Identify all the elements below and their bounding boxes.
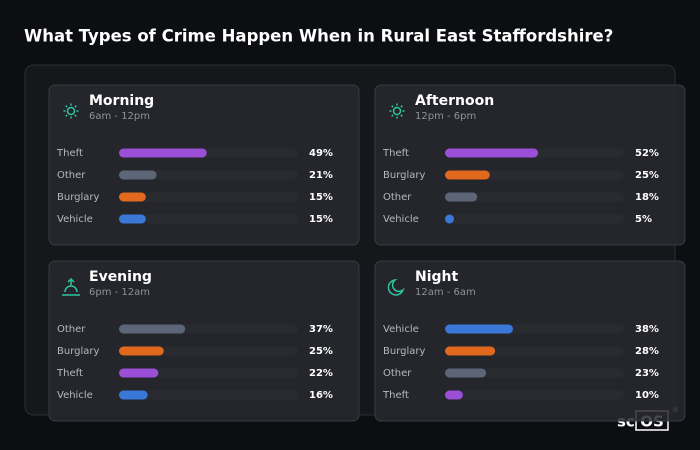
- category-label: Burglary: [383, 170, 425, 181]
- icon-sun: [392, 106, 402, 116]
- icon-ray: [65, 105, 68, 108]
- value-label: 5%: [635, 214, 652, 225]
- panel: Night 12am - 6am Vehicle 38% Burglary 28% Othe…: [374, 260, 686, 422]
- bar: [445, 346, 496, 356]
- panel-box: [48, 84, 360, 246]
- bar: [445, 214, 454, 224]
- value-label: 18%: [635, 192, 659, 203]
- category-label: Burglary: [57, 192, 99, 203]
- value-label: 23%: [635, 368, 659, 379]
- bar-track: [119, 390, 298, 400]
- panel: Afternoon 12pm - 6pm Theft 52% Burglary 25% Ot…: [374, 84, 686, 246]
- icon-ray: [74, 114, 77, 117]
- value-label: 16%: [309, 390, 333, 401]
- value-label: 49%: [309, 148, 333, 159]
- bar: [445, 324, 514, 334]
- bar: [445, 368, 487, 378]
- value-label: 15%: [309, 192, 333, 203]
- panel-subtitle: 6pm - 12am: [89, 287, 150, 298]
- bar: [119, 148, 207, 158]
- icon-moon: [387, 278, 405, 296]
- bar: [119, 368, 159, 378]
- bar-track: [445, 192, 624, 202]
- category-label: Other: [57, 324, 86, 335]
- panel-title: Night: [415, 269, 459, 285]
- bar-track: [119, 170, 298, 180]
- value-label: 37%: [309, 324, 333, 335]
- bar-track: [445, 390, 624, 400]
- category-label: Theft: [56, 368, 83, 379]
- value-label: 25%: [635, 170, 659, 181]
- bar-track: [445, 368, 624, 378]
- category-label: Other: [383, 192, 412, 203]
- bar-track: [119, 192, 298, 202]
- icon-ray: [74, 105, 77, 108]
- category-label: Other: [57, 170, 86, 181]
- category-label: Theft: [382, 148, 409, 159]
- panel-title: Morning: [89, 93, 154, 109]
- bar: [119, 324, 186, 334]
- icon-ray: [400, 105, 403, 108]
- icon-ray: [400, 114, 403, 117]
- bar: [445, 148, 539, 158]
- category-label: Burglary: [383, 346, 425, 357]
- category-label: Theft: [56, 148, 83, 159]
- panel-title: Afternoon: [415, 93, 494, 109]
- icon-sunrise: [62, 277, 80, 296]
- category-label: Vehicle: [383, 324, 419, 335]
- bar: [119, 192, 146, 202]
- value-label: 38%: [635, 324, 659, 335]
- panel-subtitle: 6am - 12pm: [89, 111, 150, 122]
- value-label: 52%: [635, 148, 659, 159]
- value-label: 15%: [309, 214, 333, 225]
- panel-box: [48, 260, 360, 422]
- category-label: Theft: [382, 390, 409, 401]
- page-title: What Types of Crime Happen When in Rural…: [24, 27, 613, 46]
- icon-ray: [391, 105, 394, 108]
- bar: [119, 214, 146, 224]
- panel-subtitle: 12am - 6am: [415, 287, 476, 298]
- bar: [445, 390, 463, 400]
- bar-track: [119, 214, 298, 224]
- value-label: 22%: [309, 368, 333, 379]
- bar: [119, 170, 157, 180]
- icon-ray: [391, 114, 394, 117]
- bar: [119, 390, 148, 400]
- panel-title: Evening: [89, 269, 152, 285]
- value-label: 25%: [309, 346, 333, 357]
- bar: [445, 192, 478, 202]
- panel: Evening 6pm - 12am Other 37% Burglary 25% Thef…: [48, 260, 360, 422]
- panel-box: [374, 260, 686, 422]
- panel-subtitle: 12pm - 6pm: [415, 111, 476, 122]
- value-label: 21%: [309, 170, 333, 181]
- value-label: 10%: [635, 390, 659, 401]
- bar-track: [119, 368, 298, 378]
- icon-ray: [65, 114, 68, 117]
- bar: [445, 170, 490, 180]
- bar-track: [445, 170, 624, 180]
- category-label: Vehicle: [57, 390, 93, 401]
- bar-track: [445, 214, 624, 224]
- bar: [119, 346, 164, 356]
- category-label: Vehicle: [57, 214, 93, 225]
- panel-box: [374, 84, 686, 246]
- category-label: Burglary: [57, 346, 99, 357]
- panel: Morning 6am - 12pm Theft 49% Other 21% Burglar…: [48, 84, 360, 246]
- bar-track: [119, 346, 298, 356]
- category-label: Other: [383, 368, 412, 379]
- category-label: Vehicle: [383, 214, 419, 225]
- value-label: 28%: [635, 346, 659, 357]
- icon-sun: [66, 106, 76, 116]
